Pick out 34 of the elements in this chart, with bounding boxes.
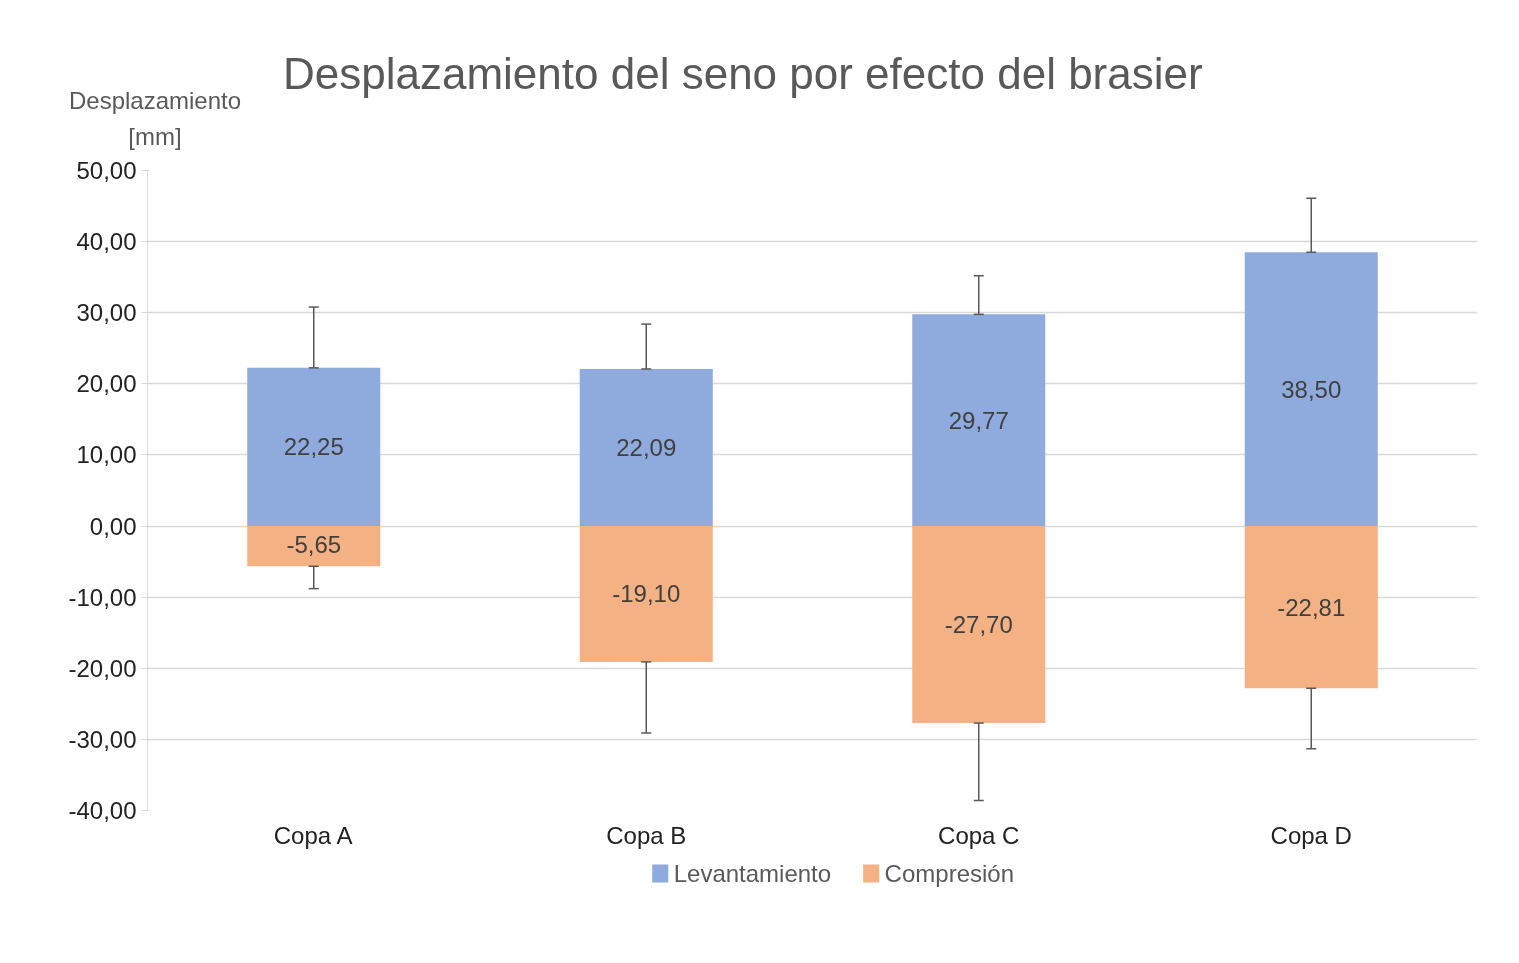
chart-title: Desplazamiento del seno por efecto del brasier	[283, 48, 1203, 100]
x-tick-label: Copa D	[1270, 821, 1352, 849]
y-tick-label: -10,00	[68, 583, 137, 611]
text: -5,65	[286, 530, 342, 558]
text: -22,81	[1277, 593, 1346, 621]
x-tick-label: Copa C	[938, 821, 1020, 849]
y-tick-label: 40,00	[76, 228, 137, 256]
y-tick-label: 0,00	[89, 512, 137, 540]
y-tick-label: 20,00	[76, 370, 137, 398]
bar	[912, 314, 1046, 527]
bar	[1244, 526, 1378, 689]
y-tick-label: -40,00	[68, 797, 137, 824]
bar	[1244, 252, 1378, 527]
text: 29,77	[948, 406, 1009, 434]
y-axis-title: Desplazamiento [mm]	[67, 86, 243, 152]
y-tick-label: 50,00	[76, 157, 137, 184]
text: 38,50	[1281, 375, 1342, 403]
y-tick-label: -20,00	[68, 654, 137, 682]
bar	[247, 526, 381, 567]
bar	[247, 367, 381, 527]
legend-label: Compresión	[884, 860, 1015, 887]
y-tick-label: 30,00	[76, 299, 137, 327]
bar	[579, 526, 713, 662]
y-tick-label: 10,00	[76, 441, 137, 469]
text: -19,10	[612, 580, 681, 608]
text: 22,09	[616, 434, 677, 462]
bar	[912, 526, 1046, 724]
x-tick-label: Copa A	[273, 821, 353, 849]
text: -27,70	[944, 611, 1013, 639]
bar	[579, 368, 713, 527]
y-tick-label: -30,00	[68, 725, 137, 753]
x-tick-label: Copa B	[606, 821, 687, 849]
text: 22,25	[283, 433, 344, 461]
legend-label: Levantamiento	[673, 860, 832, 887]
